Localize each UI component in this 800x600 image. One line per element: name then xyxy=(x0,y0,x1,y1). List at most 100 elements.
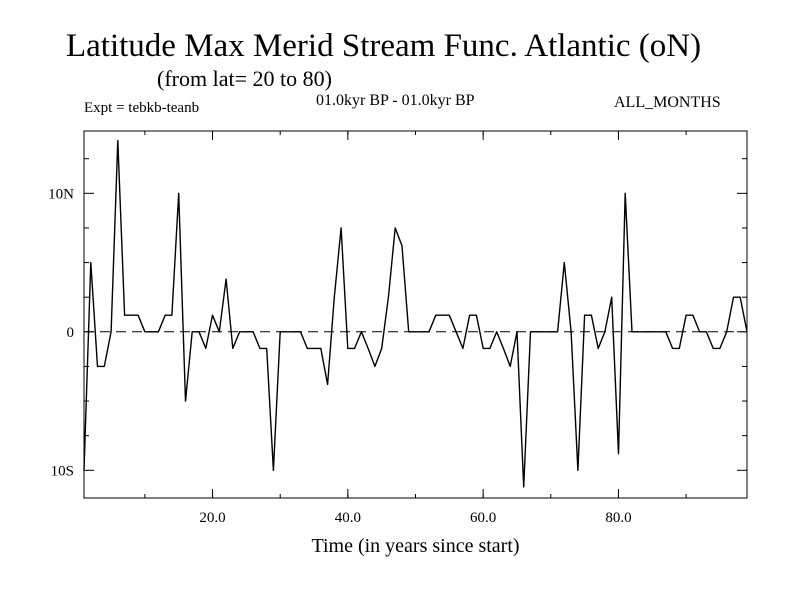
plot-frame xyxy=(83,130,748,499)
data-point xyxy=(421,331,423,333)
data-point xyxy=(645,331,647,333)
data-point xyxy=(672,347,674,349)
data-point xyxy=(699,331,701,333)
data-point xyxy=(252,331,254,333)
tick-labels: 20.0 40.0 60.0 80.0 10S 0 10N xyxy=(48,186,631,526)
data-point xyxy=(462,347,464,349)
minor-ticks xyxy=(84,131,747,498)
data-point xyxy=(239,331,241,333)
data-point xyxy=(597,347,599,349)
data-point xyxy=(130,314,132,316)
x-tick-label: 60.0 xyxy=(470,510,496,526)
data-point xyxy=(658,331,660,333)
data-point xyxy=(218,331,220,333)
data-point xyxy=(374,365,376,367)
data-point xyxy=(401,245,403,247)
data-point xyxy=(184,400,186,402)
data-point xyxy=(435,314,437,316)
data-point xyxy=(124,314,126,316)
data-point xyxy=(516,331,518,333)
data-point xyxy=(394,227,396,229)
x-tick-label: 20.0 xyxy=(199,510,225,526)
data-point xyxy=(408,331,410,333)
x-axis-label: Time (in years since start) xyxy=(311,535,519,557)
data-point xyxy=(354,347,356,349)
data-point xyxy=(266,347,268,349)
data-point xyxy=(320,347,322,349)
data-point xyxy=(584,314,586,316)
months-label: ALL_MONTHS xyxy=(614,94,721,111)
data-point xyxy=(293,331,295,333)
chart-subtitle: (from lat= 20 to 80) xyxy=(157,66,332,91)
data-point xyxy=(137,314,139,316)
data-point xyxy=(299,331,301,333)
data-point xyxy=(279,331,281,333)
data-point xyxy=(719,347,721,349)
data-point xyxy=(442,314,444,316)
data-point xyxy=(387,296,389,298)
data-point xyxy=(604,331,606,333)
data-point xyxy=(624,192,626,194)
data-point xyxy=(631,331,633,333)
data-point xyxy=(563,262,565,264)
x-tick-label: 40.0 xyxy=(335,510,361,526)
data-point xyxy=(225,278,227,280)
data-point xyxy=(557,331,559,333)
data-point xyxy=(97,365,99,367)
data-point xyxy=(205,347,207,349)
data-point xyxy=(678,347,680,349)
data-point xyxy=(157,331,159,333)
data-point xyxy=(347,347,349,349)
data-point xyxy=(178,192,180,194)
data-point xyxy=(110,331,112,333)
data-point xyxy=(448,314,450,316)
data-point xyxy=(360,331,362,333)
data-point xyxy=(570,331,572,333)
data-point xyxy=(590,314,592,316)
data-point xyxy=(313,347,315,349)
data-point xyxy=(144,331,146,333)
data-point xyxy=(577,469,579,471)
data-point xyxy=(232,347,234,349)
data-point xyxy=(611,296,613,298)
data-point xyxy=(705,331,707,333)
chart-title: Latitude Max Merid Stream Func. Atlantic… xyxy=(66,28,702,64)
data-point xyxy=(475,314,477,316)
data-point xyxy=(259,347,261,349)
data-point xyxy=(306,347,308,349)
series-line xyxy=(83,139,748,488)
data-point xyxy=(746,331,748,333)
y-tick-label: 10N xyxy=(48,186,74,202)
data-point xyxy=(726,331,728,333)
data-point xyxy=(536,331,538,333)
data-point xyxy=(171,314,173,316)
data-point xyxy=(164,314,166,316)
data-point xyxy=(530,331,532,333)
data-point xyxy=(191,331,193,333)
data-point xyxy=(272,469,274,471)
data-point xyxy=(333,296,335,298)
data-point xyxy=(212,314,214,316)
data-point xyxy=(469,314,471,316)
data-point xyxy=(732,296,734,298)
period-label: 01.0kyr BP - 01.0kyr BP xyxy=(316,92,475,109)
data-point xyxy=(692,314,694,316)
data-point xyxy=(523,486,525,488)
data-point xyxy=(685,314,687,316)
data-point xyxy=(90,262,92,264)
y-tick-label: 0 xyxy=(67,325,75,341)
data-point xyxy=(617,453,619,455)
data-point xyxy=(428,331,430,333)
data-point xyxy=(381,347,383,349)
data-point xyxy=(665,331,667,333)
data-point xyxy=(482,347,484,349)
data-point xyxy=(415,331,416,333)
data-point xyxy=(103,365,105,367)
experiment-label: Expt = tebkb-teanb xyxy=(84,100,200,116)
data-point xyxy=(550,331,552,333)
data-point xyxy=(117,140,119,142)
data-point xyxy=(509,365,511,367)
data-point xyxy=(367,347,369,349)
data-point xyxy=(245,331,247,333)
data-point xyxy=(638,331,640,333)
